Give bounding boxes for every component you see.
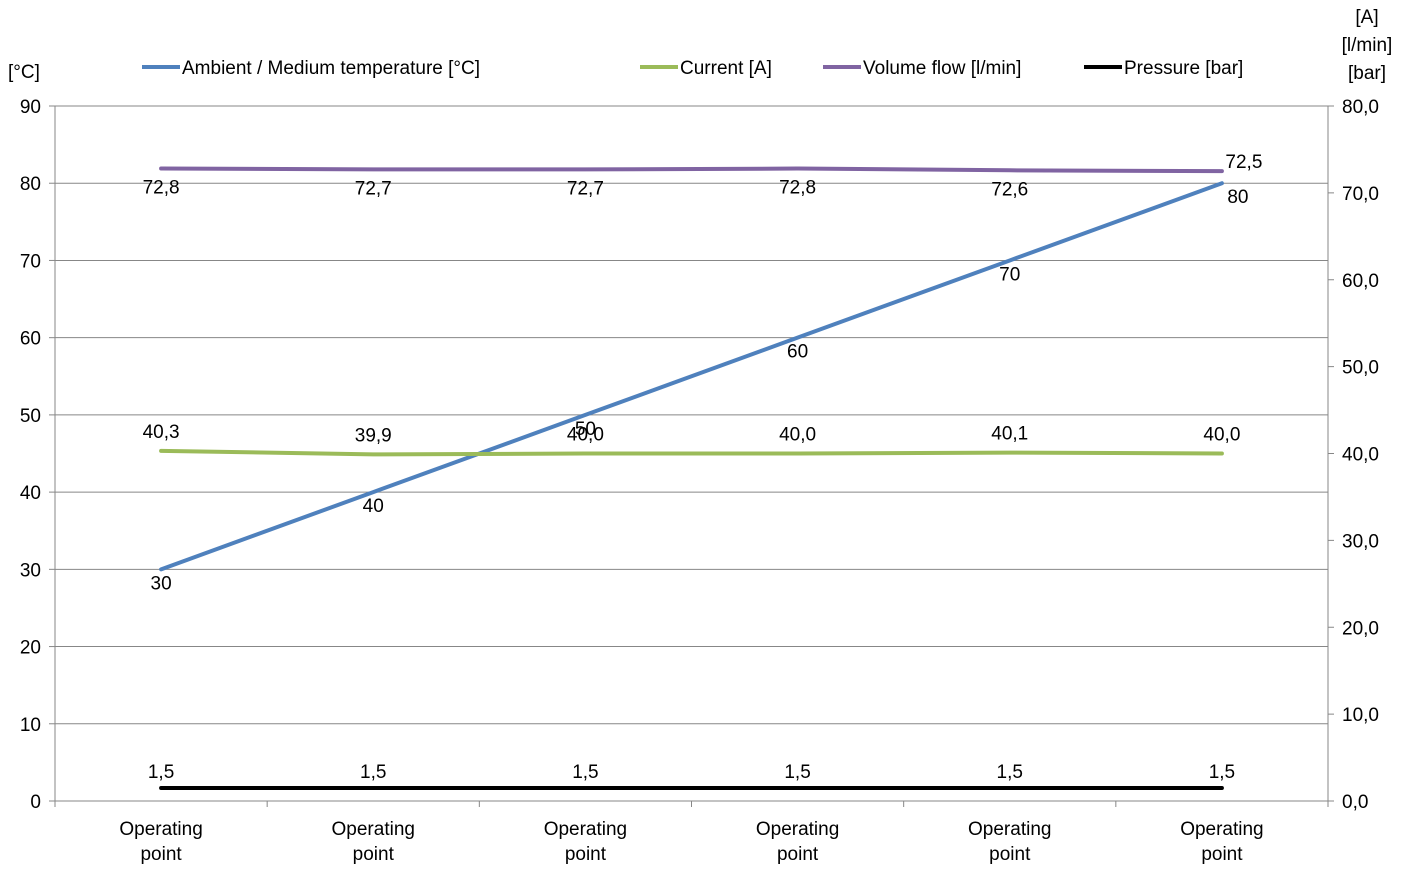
legend-item-current-a: Current [A] [640,58,772,79]
data-label-ambient-medium-temperature-c: 30 [151,573,172,594]
data-label-pressure-bar: 1,5 [572,762,598,783]
data-label-ambient-medium-temperature-c: 40 [363,496,384,517]
data-label-ambient-medium-temperature-c: 80 [1227,187,1248,208]
x-category-label: Operating point [968,819,1051,865]
legend-item-ambient-medium-temperature-c: Ambient / Medium temperature [°C] [142,58,480,79]
series-line-ambient-medium-temperature-c [159,181,1224,572]
series-line-volume-flow-l-min [159,166,1224,174]
series-lines [159,166,1224,790]
right-tick-label: 50,0 [1342,358,1379,379]
right-tick-label: 40,0 [1342,445,1379,466]
x-category-label: Operating point [1180,819,1263,865]
data-label-ambient-medium-temperature-c: 60 [787,342,808,363]
data-label-current-a: 40,0 [1203,425,1240,446]
data-label-pressure-bar: 1,5 [148,762,174,783]
data-label-volume-flow-l-min: 72,8 [143,178,180,199]
right-axis-unit-label: [A] [1355,7,1378,28]
right-axis-unit-label: [bar] [1348,63,1386,84]
left-tick-label: 0 [30,792,41,813]
data-label-current-a: 40,0 [567,425,604,446]
data-labels: 30 40 50 60 70 80 40,3 39,9 40,0 40,0 40,1 40,0 72,8… [143,152,1263,783]
data-label-volume-flow-l-min: 72,7 [567,178,604,199]
data-label-volume-flow-l-min: 72,5 [1225,152,1262,173]
left-tick-label: 90 [20,97,41,118]
x-category-label: Operating point [332,819,415,865]
right-tick-label: 0,0 [1342,792,1368,813]
legend-label: Ambient / Medium temperature [°C] [182,58,480,79]
left-tick-label: 30 [20,560,41,581]
series-line-current-a [159,448,1224,457]
right-tick-label: 80,0 [1342,97,1379,118]
right-tick-label: 30,0 [1342,531,1379,552]
left-tick-label: 50 [20,406,41,427]
legend-label: Pressure [bar] [1124,58,1243,79]
data-label-pressure-bar: 1,5 [360,762,386,783]
legend: Ambient / Medium temperature [°C] Current… [142,58,1243,79]
left-tick-label: 20 [20,638,41,659]
right-axis-unit-label: [l/min] [1342,35,1393,56]
data-label-current-a: 40,0 [779,425,816,446]
legend-label: Current [A] [680,58,772,79]
x-category-label: Operating point [119,819,202,865]
right-tick-label: 20,0 [1342,618,1379,639]
data-label-current-a: 40,3 [143,422,180,443]
right-tick-label: 60,0 [1342,271,1379,292]
left-tick-label: 80 [20,174,41,195]
legend-label: Volume flow [l/min] [863,58,1021,79]
data-label-volume-flow-l-min: 72,8 [779,178,816,199]
data-label-volume-flow-l-min: 72,7 [355,178,392,199]
left-tick-label: 70 [20,251,41,272]
left-tick-label: 10 [20,715,41,736]
data-label-pressure-bar: 1,5 [997,762,1023,783]
data-label-pressure-bar: 1,5 [784,762,810,783]
x-category-label: Operating point [544,819,627,865]
data-label-ambient-medium-temperature-c: 70 [999,264,1020,285]
gridlines [55,105,1328,725]
right-tick-label: 70,0 [1342,184,1379,205]
left-axis-unit-label: [°C] [8,62,40,83]
x-category-label: Operating point [756,819,839,865]
legend-item-pressure-bar: Pressure [bar] [1084,58,1243,79]
data-label-current-a: 40,1 [991,424,1028,445]
axes: 01020304050607080900,010,020,030,040,050… [8,7,1392,865]
data-label-current-a: 39,9 [355,425,392,446]
data-label-pressure-bar: 1,5 [1209,762,1235,783]
data-label-ambient-medium-temperature-c: 50 [575,419,596,440]
left-tick-label: 40 [20,483,41,504]
left-tick-label: 60 [20,329,41,350]
data-label-volume-flow-l-min: 72,6 [991,179,1028,200]
right-tick-label: 10,0 [1342,705,1379,726]
legend-item-volume-flow-l-min: Volume flow [l/min] [823,58,1021,79]
